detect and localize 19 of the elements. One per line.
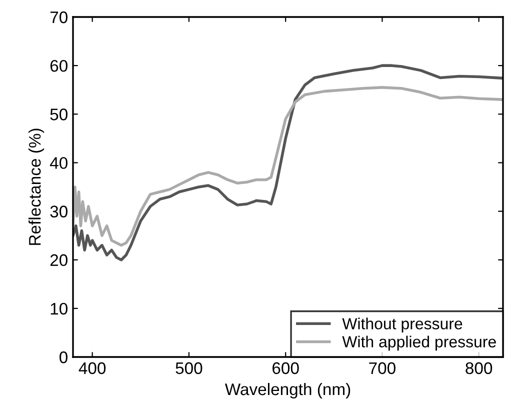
x-axis-title: Wavelength (nm)	[224, 382, 350, 398]
legend-label: With applied pressure	[342, 336, 496, 351]
y-tick-label: 40	[50, 157, 68, 169]
legend-label: Without pressure	[342, 318, 462, 333]
x-tick-label: 400	[78, 362, 106, 374]
y-tick-label: 10	[50, 302, 68, 315]
y-tick-label: 0	[60, 351, 68, 364]
y-tick-label: 70	[50, 11, 68, 24]
y-tick-label: 20	[50, 254, 68, 266]
y-tick-label: 50	[50, 108, 68, 120]
line-series	[73, 64, 503, 262]
x-tick-label: 600	[272, 362, 299, 374]
y-tick-label: 30	[50, 206, 68, 218]
y-axis-title: Reflectance (%)	[28, 128, 44, 245]
x-tick-label: 500	[176, 362, 202, 374]
line-series	[73, 86, 503, 247]
x-tick-label: 800	[466, 362, 492, 374]
x-tick-label: 700	[369, 362, 396, 374]
y-tick-label: 60	[50, 60, 68, 72]
